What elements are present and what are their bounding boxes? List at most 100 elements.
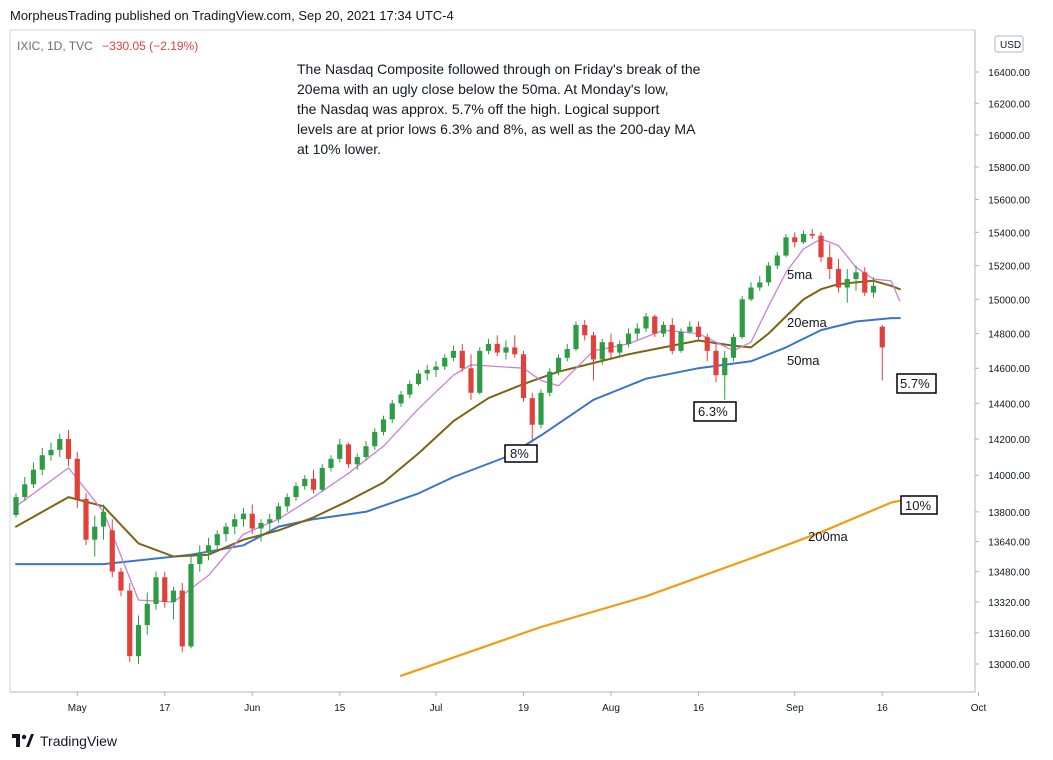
- price-tick-0: 16400.00: [988, 68, 1030, 79]
- candle-body-52: [468, 368, 474, 393]
- candle-body-27: [249, 513, 255, 529]
- time-tick-0: May: [68, 703, 87, 714]
- candle-body-42: [380, 419, 387, 432]
- ma5-label: 5ma: [787, 267, 813, 282]
- candle-body-17: [162, 577, 168, 603]
- candle-body-41: [372, 431, 378, 447]
- candle-body-82: [730, 337, 737, 358]
- price-tick-10: 14400.00: [988, 399, 1030, 410]
- candle-body-72: [643, 316, 649, 329]
- price-tick-3: 15800.00: [988, 163, 1030, 174]
- candle-body-61: [547, 371, 553, 393]
- price-tick-13: 13800.00: [988, 508, 1030, 519]
- candle-body-83: [739, 299, 745, 338]
- candle-body-65: [582, 324, 588, 336]
- time-tick-3: 15: [334, 703, 346, 714]
- candle-body-74: [660, 324, 667, 334]
- time-tick-9: 16: [877, 703, 889, 714]
- candle-body-59: [529, 398, 535, 425]
- candle-body-98: [870, 285, 877, 293]
- annotation-line-3: the Nasdaq was approx. 5.7% off the high…: [297, 101, 660, 117]
- candle-body-11: [109, 530, 115, 572]
- candle-body-44: [398, 394, 404, 404]
- candle-body-88: [783, 237, 789, 256]
- candle-body-34: [310, 478, 317, 490]
- candle-body-89: [792, 237, 798, 243]
- publisher-header: MorpheusTrading published on TradingView…: [10, 8, 454, 23]
- candle-body-87: [774, 255, 780, 266]
- candle-body-60: [538, 392, 544, 425]
- candle-body-93: [827, 257, 833, 269]
- candlestick-chart[interactable]: 16400.00 16200.00 16000.00 15800.00 15600.00…: [0, 0, 1053, 728]
- candle-body-46: [415, 373, 422, 384]
- candle-body-53: [477, 350, 483, 393]
- price-tick-17: 13160.00: [988, 629, 1030, 640]
- candle-body-12: [118, 571, 124, 591]
- time-tick-4: Jul: [430, 703, 443, 714]
- time-tick-2: Jun: [244, 703, 260, 714]
- annotation-line-2: 20ema with an ugly close below the 50ma.…: [297, 81, 669, 97]
- candle-body-69: [617, 343, 623, 353]
- time-tick-7: 16: [693, 703, 705, 714]
- candle-body-43: [389, 403, 395, 420]
- candle-body-96: [853, 272, 859, 280]
- ma200-label: 200ma: [808, 529, 849, 544]
- footer-brand: TradingView: [40, 733, 118, 749]
- candle-body-79: [704, 337, 710, 351]
- ema20-line-group: [15, 279, 901, 558]
- candle-body-50: [450, 350, 457, 358]
- symbol-info: IXIC, 1D, TVC −330.05 (−2.19%): [17, 39, 198, 53]
- box-57-frame: [896, 373, 937, 394]
- ema20-line: [15, 279, 901, 558]
- price-tick-18: 13000.00: [988, 660, 1030, 671]
- candle-body-86: [765, 265, 772, 283]
- candle-body-30: [275, 506, 282, 520]
- ma200-line: [399, 499, 901, 677]
- price-tick-12: 14000.00: [988, 471, 1030, 482]
- candle-body-58: [520, 354, 527, 399]
- candle-body-36: [328, 458, 334, 468]
- time-tick-8: Sep: [786, 703, 804, 714]
- candle-body-76: [678, 331, 684, 351]
- ma50-line-group: [15, 317, 901, 566]
- price-tick-16: 13320.00: [988, 598, 1030, 609]
- annotation-line-4: levels are at prior lows 6.3% and 8%, as…: [297, 121, 696, 137]
- candle-body-15: [144, 603, 150, 626]
- candle-body-49: [442, 357, 448, 367]
- time-tick-10: Oct: [971, 703, 987, 714]
- price-tick-11: 14200.00: [988, 435, 1030, 446]
- price-tick-1: 16200.00: [988, 99, 1030, 110]
- candle-body-16: [153, 577, 159, 604]
- box-8-frame: [504, 444, 538, 463]
- candle-body-99: [879, 326, 885, 348]
- price-tick-6: 15200.00: [988, 262, 1030, 273]
- candle-body-92: [818, 235, 824, 258]
- box-57-label: 5.7%: [900, 376, 930, 391]
- candle-body-94: [835, 268, 842, 288]
- candle-body-19: [179, 590, 185, 647]
- candle-body-2: [30, 469, 37, 485]
- candle-body-5: [57, 439, 63, 450]
- candle-body-45: [407, 383, 413, 395]
- candle-body-78: [695, 326, 702, 338]
- time-tick-5: 19: [518, 703, 530, 714]
- symbol-name: IXIC, 1D, TVC: [17, 39, 93, 53]
- price-tick-4: 15600.00: [988, 195, 1030, 206]
- candle-body-24: [223, 526, 229, 535]
- candle-body-85: [757, 282, 763, 288]
- candle-body-28: [258, 522, 264, 529]
- candle-body-14: [135, 625, 142, 657]
- currency-label: USD: [1000, 40, 1021, 51]
- price-tick-5: 15400.00: [988, 228, 1030, 239]
- currency-badge[interactable]: [994, 35, 1024, 53]
- candle-body-48: [433, 366, 439, 370]
- tradingview-logo-icon[interactable]: [12, 734, 34, 748]
- candle-body-81: [722, 357, 728, 376]
- candle-body-95: [844, 279, 850, 288]
- candle-body-62: [555, 357, 562, 372]
- box-63-frame: [693, 401, 737, 422]
- footer: TradingView: [12, 733, 117, 749]
- candle-body-7: [74, 458, 80, 499]
- box-10-label: 10%: [905, 498, 931, 513]
- candle-body-39: [354, 457, 360, 465]
